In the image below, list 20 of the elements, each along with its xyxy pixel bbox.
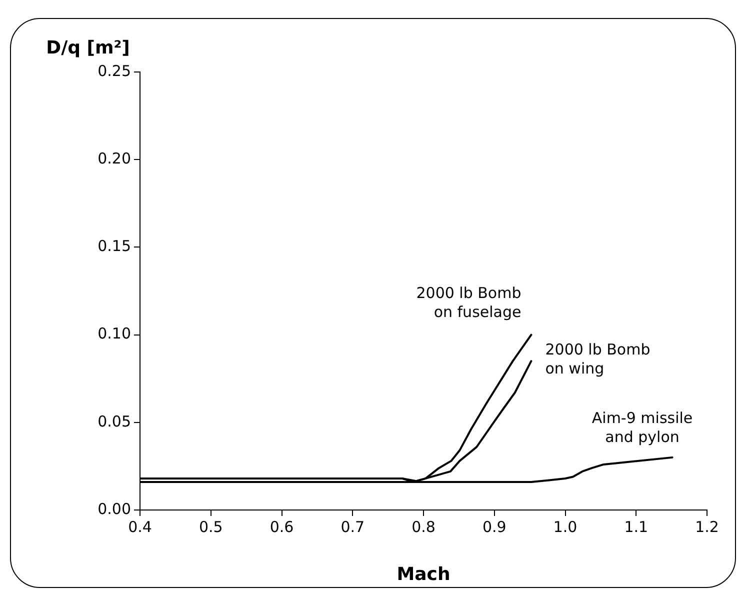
- series-label: Aim-9 missile and pylon: [592, 408, 693, 446]
- series-label: 2000 lb Bomb on wing: [545, 340, 650, 378]
- x-tick-label: 0.9: [482, 518, 506, 536]
- x-tick-label: 0.8: [412, 518, 436, 536]
- y-tick-label: 0.05: [98, 412, 131, 430]
- x-tick-label: 1.0: [553, 518, 578, 536]
- y-tick-label: 0.10: [98, 324, 131, 343]
- x-tick-label: 0.6: [270, 518, 294, 536]
- y-tick-label: 0.00: [98, 500, 131, 518]
- y-tick-label: 0.25: [98, 62, 131, 80]
- y-axis-title: D/q [m²]: [46, 38, 130, 59]
- y-tick-label: 0.15: [98, 237, 131, 256]
- y-tick-label: 0.20: [98, 149, 131, 168]
- series-label: 2000 lb Bomb on fuselage: [416, 284, 522, 322]
- x-tick-label: 0.4: [128, 518, 152, 536]
- x-tick-label: 1.2: [695, 518, 719, 536]
- x-axis-title: Mach: [396, 564, 450, 585]
- x-tick-label: 0.7: [340, 518, 365, 536]
- x-tick-label: 1.1: [624, 518, 648, 536]
- x-tick-label: 0.5: [198, 518, 223, 536]
